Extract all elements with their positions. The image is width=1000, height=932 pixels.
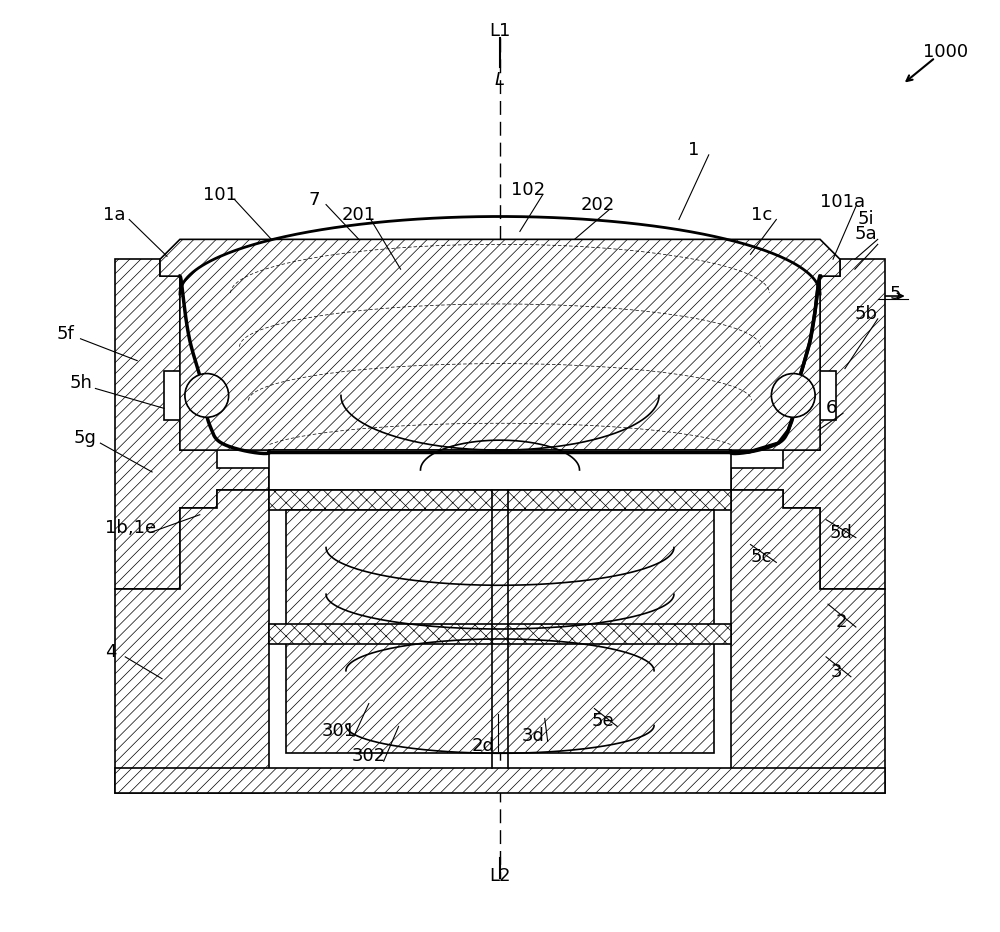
Polygon shape [269,450,731,490]
Text: 5b: 5b [854,305,877,322]
Text: 5a: 5a [854,226,877,243]
Circle shape [185,374,229,418]
Text: 5f: 5f [57,324,74,343]
Polygon shape [286,639,714,753]
Text: 5c: 5c [751,548,772,567]
Text: 5d: 5d [830,524,852,541]
Text: 1a: 1a [103,206,126,224]
Text: 101: 101 [203,185,237,203]
Text: L1: L1 [489,21,511,40]
Text: L: L [495,72,505,89]
Polygon shape [731,259,885,589]
Text: 1: 1 [688,141,700,158]
Text: 102: 102 [511,181,545,199]
Text: 4: 4 [105,643,116,661]
Text: 5g: 5g [74,429,97,447]
Polygon shape [115,259,269,589]
Text: 202: 202 [580,196,615,213]
Text: 7: 7 [308,191,320,209]
Text: 301: 301 [322,722,356,740]
Text: 3d: 3d [521,727,544,746]
Text: 3: 3 [830,663,842,680]
Text: 5h: 5h [69,375,92,392]
Text: 1c: 1c [751,206,772,224]
Text: 2: 2 [835,613,847,631]
Circle shape [771,374,815,418]
Polygon shape [115,768,885,793]
Polygon shape [160,240,840,450]
Text: 5: 5 [890,285,901,303]
Text: L2: L2 [489,867,511,884]
Polygon shape [731,490,885,793]
Text: 6: 6 [825,399,837,418]
Text: 302: 302 [352,747,386,765]
Polygon shape [115,490,269,793]
Text: 5i: 5i [857,211,874,228]
Text: 2d: 2d [472,737,495,755]
Text: 5e: 5e [591,712,614,731]
Text: 201: 201 [342,206,376,224]
Text: 1000: 1000 [923,44,968,62]
Text: 1b,1e: 1b,1e [105,518,156,537]
Polygon shape [269,624,731,644]
Polygon shape [269,490,731,510]
Polygon shape [286,510,714,629]
Text: 101a: 101a [820,193,866,211]
